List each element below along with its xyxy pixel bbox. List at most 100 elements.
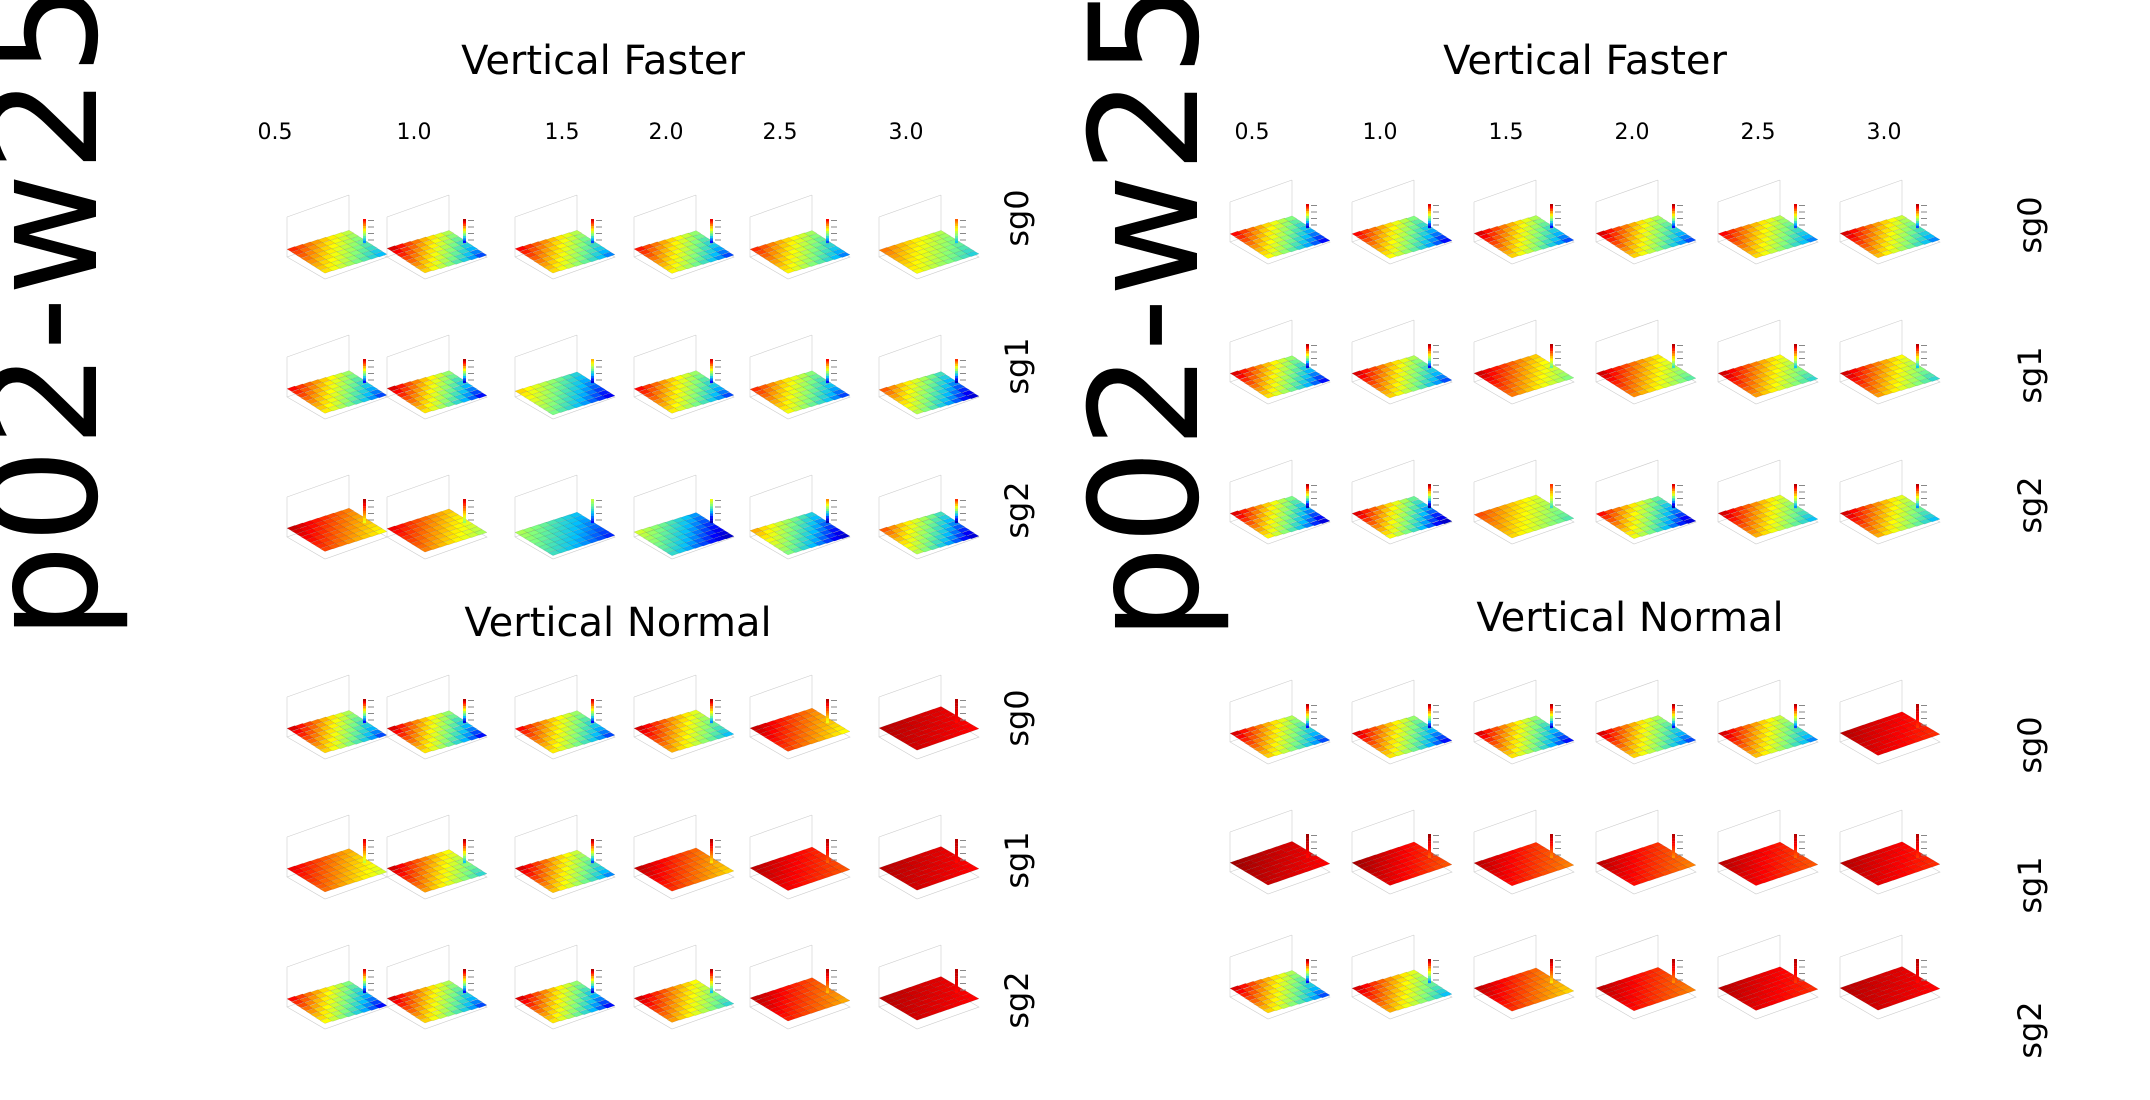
surface-plot-hs01-normal-r0-c4 [749,674,851,760]
surface-plot-hs01-normal-r2-c4 [749,944,851,1030]
plot-axes-box [386,814,488,900]
colorbar [955,969,966,994]
surface-mesh [1229,841,1331,886]
surface-plot-rs01-normal-r2-c2 [1473,934,1575,1020]
plot-axes-box [1229,679,1331,765]
colorbar [1916,834,1927,859]
surface-mesh [1351,715,1453,759]
section-title-hs01-normal: Vertical Normal [464,600,772,646]
surface-plot-rs01-faster-r2-c5 [1839,459,1941,545]
row-label-rs01-normal-sg0: sg0 [2011,716,2049,774]
colorbar [1306,959,1317,984]
colorbar [1428,834,1439,859]
plot-axes-box [386,334,488,420]
row-label-rs01-faster-sg1: sg1 [2011,346,2049,404]
surface-plot-rs01-normal-r2-c3 [1595,934,1697,1020]
surface-mesh [749,707,851,752]
plot-axes-box [633,944,735,1030]
surface-plot-rs01-faster-r1-c4 [1717,319,1819,405]
colorbar [710,969,721,994]
colorbar [1306,704,1317,729]
plot-axes-box [1595,319,1697,405]
surface-mesh [1351,355,1453,399]
surface-plot-rs01-normal-r2-c4 [1717,934,1819,1020]
col-label-hs01-5: 3.0 [888,120,924,145]
colorbar [955,699,966,724]
colorbar [1428,704,1439,729]
row-label-rs01-normal-sg1: sg1 [2011,856,2049,914]
surface-mesh [878,846,980,891]
surface-plot-rs01-normal-r2-c5 [1839,934,1941,1020]
colorbar [363,699,374,724]
surface-mesh [633,512,735,556]
surface-mesh [749,511,851,556]
plot-axes-box [633,334,735,420]
surface-plot-hs01-normal-r1-c3 [633,814,735,900]
surface-mesh [1473,715,1575,759]
plot-axes-box [1839,679,1941,765]
surface-plot-rs01-faster-r0-c5 [1839,179,1941,265]
surface-mesh [878,976,980,1021]
surface-mesh [1351,215,1453,259]
row-label-rs01-normal-sg2: sg2 [2011,1001,2049,1059]
surface-mesh [386,710,488,754]
plot-axes-box [1351,809,1453,895]
col-label-hs01-0: 0.5 [257,120,293,145]
colorbar [955,359,966,384]
colorbar [710,499,721,524]
surface-mesh [633,370,735,414]
plot-axes-box [878,194,980,280]
colorbar [1672,704,1683,729]
colorbar [1306,834,1317,859]
surface-plot-rs01-faster-r2-c1 [1351,459,1453,545]
plot-axes-box [749,814,851,900]
surface-plot-hs01-faster-r0-c4 [749,194,851,280]
surface-mesh [878,511,980,555]
plot-axes-box [1473,809,1575,895]
plot-axes-box [514,944,616,1030]
surface-mesh [1717,841,1819,886]
plot-axes-box [878,944,980,1030]
plot-axes-box [1717,679,1819,765]
surface-plot-rs01-faster-r0-c2 [1473,179,1575,265]
surface-plot-rs01-faster-r1-c5 [1839,319,1941,405]
surface-plot-hs01-faster-r2-c3 [633,474,735,560]
colorbar [1428,344,1439,369]
section-title-hs01-faster: Vertical Faster [461,38,745,84]
plot-axes-box [749,474,851,560]
plot-axes-box [1351,679,1453,765]
colorbar [1672,204,1683,229]
col-label-rs01-5: 3.0 [1866,120,1902,145]
surface-mesh [1473,967,1575,1012]
surface-plot-hs01-faster-r1-c3 [633,334,735,420]
colorbar [1916,484,1927,509]
surface-mesh [286,848,388,893]
panel-label-hs01: p02-w250-HS01 [0,0,132,640]
surface-mesh [878,230,980,274]
surface-mesh [878,706,980,751]
surface-plot-hs01-normal-r1-c5 [878,814,980,900]
colorbar [955,839,966,864]
col-label-rs01-0: 0.5 [1234,120,1270,145]
surface-plot-hs01-normal-r0-c2 [514,674,616,760]
colorbar [463,359,474,384]
surface-plot-rs01-faster-r1-c0 [1229,319,1331,405]
surface-mesh [633,709,735,753]
surface-mesh [1473,842,1575,887]
plot-axes-box [878,814,980,900]
surface-plot-rs01-normal-r1-c4 [1717,809,1819,895]
plot-axes-box [1473,179,1575,265]
plot-axes-box [749,674,851,760]
colorbar [1306,204,1317,229]
plot-axes-box [386,674,488,760]
row-label-hs01-normal-sg1: sg1 [998,831,1036,889]
row-label-rs01-faster-sg2: sg2 [2011,476,2049,534]
colorbar [363,839,374,864]
surface-plot-hs01-faster-r0-c5 [878,194,980,280]
plot-axes-box [1595,679,1697,765]
plot-axes-box [1839,809,1941,895]
panel-label-rs01: p02-w250-RS01 [1059,0,1233,641]
surface-plot-hs01-faster-r0-c0 [286,194,388,280]
colorbar [591,699,602,724]
colorbar [826,359,837,384]
